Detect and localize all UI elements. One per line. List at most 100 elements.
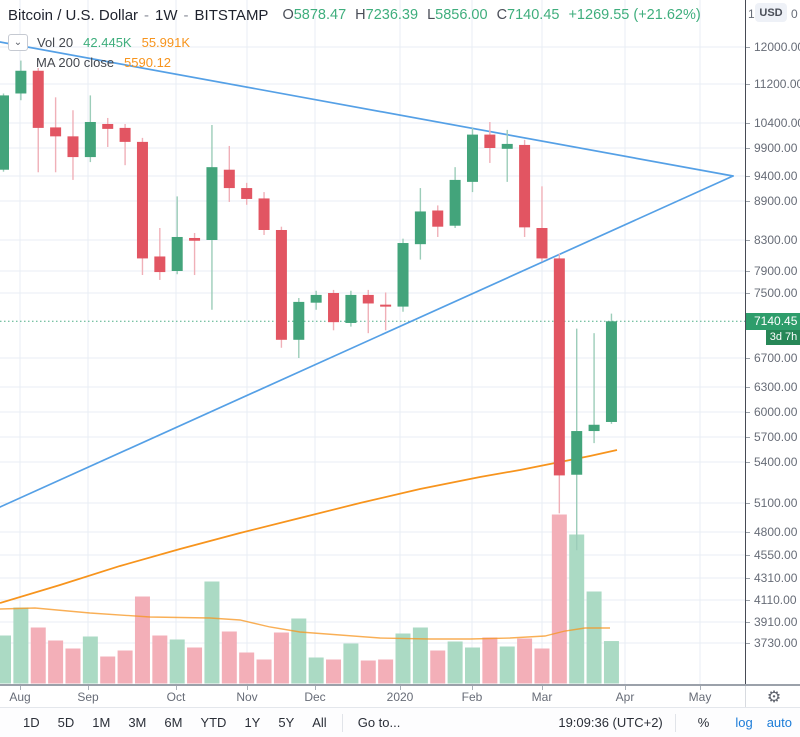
candle-body — [50, 127, 62, 137]
symbol-title[interactable]: Bitcoin / U.S. Dollar — [8, 6, 139, 24]
candle-body — [466, 134, 478, 182]
range-button-1m[interactable]: 1M — [92, 715, 111, 730]
time-tick-mark — [247, 686, 248, 690]
volume-bar — [152, 635, 168, 684]
volume-bar — [239, 652, 255, 684]
volume-ma-line — [0, 607, 610, 640]
clipped-tick-fragment: 0 — [791, 7, 798, 21]
candle-body — [519, 144, 531, 228]
percent-scale-button[interactable]: % — [697, 715, 710, 730]
bar-countdown-badge: 3d 7h — [766, 330, 800, 345]
volume-bar — [0, 635, 11, 684]
volume-bar — [187, 647, 203, 684]
candle-body — [605, 321, 617, 422]
range-button-5y[interactable]: 5Y — [278, 715, 295, 730]
price-chart-canvas[interactable] — [0, 0, 745, 684]
price-axis-top: 1 USD 0 — [746, 3, 800, 23]
candle-body — [588, 424, 600, 432]
ma200-indicator-label: MA 200 close — [36, 54, 115, 70]
volume-bar — [551, 514, 567, 684]
toolbar-divider — [341, 713, 343, 732]
volume-bar — [378, 659, 394, 684]
volume-bar — [343, 643, 359, 684]
bottom-toolbar: 1D 5D 1M 3M 6M YTD 1Y 5Y All Go to... 19:09:36 (… — [0, 707, 800, 737]
symbol-legend-row[interactable]: Bitcoin / U.S. Dollar - 1W - BITSTAMP O5… — [8, 5, 701, 25]
volume-legend-row[interactable]: ⌄ Vol 20 42.445K 55.991K — [8, 34, 701, 51]
log-scale-button[interactable]: log — [735, 715, 753, 730]
candle-body — [223, 169, 235, 189]
time-tick-mark — [20, 686, 21, 690]
candle-body — [501, 143, 513, 149]
auto-scale-button[interactable]: auto — [766, 715, 792, 730]
range-button-ytd[interactable]: YTD — [200, 715, 227, 730]
volume-bar — [482, 637, 498, 684]
toolbar-divider — [674, 713, 676, 732]
candle-body — [380, 304, 392, 307]
volume-bar — [412, 627, 428, 684]
candle-body — [171, 236, 183, 271]
range-button-3m[interactable]: 3M — [128, 715, 147, 730]
exchange-label: BITSTAMP — [194, 6, 269, 24]
candle-body — [345, 294, 357, 323]
volume-bar — [517, 638, 533, 684]
legend-collapse-button[interactable]: ⌄ — [8, 34, 28, 51]
range-button-6m[interactable]: 6M — [164, 715, 183, 730]
currency-toggle-button[interactable]: USD — [755, 3, 787, 22]
interval-label[interactable]: 1W — [155, 6, 178, 24]
time-tick-mark — [542, 686, 543, 690]
descending-triangle-line[interactable] — [0, 41, 734, 177]
time-tick-label: Oct — [166, 690, 186, 704]
volume-bar — [256, 659, 272, 684]
volume-bar — [204, 581, 220, 684]
volume-bar — [221, 631, 237, 684]
candle-body — [136, 141, 148, 259]
time-tick-label: Feb — [461, 690, 483, 704]
candle-body — [84, 121, 96, 158]
range-button-5d[interactable]: 5D — [57, 715, 75, 730]
ohlc-item: C7140.45 — [496, 7, 560, 23]
volume-bar — [100, 656, 116, 684]
volume-bar — [395, 633, 411, 684]
candle-body — [189, 237, 201, 241]
volume-bar — [569, 534, 585, 684]
ohlc-item: +1269.55 (+21.62%) — [568, 7, 701, 23]
clipped-tick-fragment: 1 — [748, 7, 755, 21]
time-tick-mark — [472, 686, 473, 690]
ma200-legend-row[interactable]: MA 200 close 5590.12 — [36, 54, 701, 70]
go-to-date-button[interactable]: Go to... — [357, 715, 401, 730]
volume-bar — [534, 648, 550, 684]
settings-gear-icon[interactable]: ⚙ — [766, 688, 782, 706]
candle-body — [449, 179, 461, 226]
time-tick-label: Dec — [304, 690, 326, 704]
chart-pane[interactable]: Bitcoin / U.S. Dollar - 1W - BITSTAMP O5… — [0, 0, 745, 684]
range-button-all[interactable]: All — [312, 715, 327, 730]
volume-bar — [586, 591, 602, 684]
volume-bar — [447, 641, 463, 684]
volume-bar — [13, 607, 29, 684]
volume-bar — [360, 660, 376, 684]
candle-body — [432, 210, 444, 227]
volume-bar — [464, 647, 480, 684]
ohlc-item: H7236.39 — [355, 7, 419, 23]
volume-bar — [603, 641, 619, 684]
time-axis[interactable]: Aug Sep Oct Nov Dec 2020 Feb Mar Apr May ⚙ — [0, 684, 800, 707]
candle-body — [206, 167, 218, 240]
candle-body — [553, 258, 565, 476]
time-tick-label: Apr — [615, 690, 635, 704]
last-price-badge: 7140.45 — [746, 313, 800, 330]
price-axis[interactable]: 1 USD 0 12000.00 11200.00 10400.00 9900.00 9… — [745, 0, 800, 684]
candle-body — [484, 134, 496, 148]
volume-bar — [65, 648, 81, 684]
range-button-1d[interactable]: 1D — [23, 715, 40, 730]
range-button-1y[interactable]: 1Y — [244, 715, 261, 730]
time-tick-label: Aug — [9, 690, 31, 704]
volume-bar — [430, 650, 446, 684]
ascending-triangle-line[interactable] — [0, 175, 734, 508]
clock-timezone-button[interactable]: 19:09:36 (UTC+2) — [558, 715, 663, 730]
date-range-buttons: 1D 5D 1M 3M 6M YTD 1Y 5Y All — [0, 712, 334, 733]
candle-body — [241, 188, 253, 199]
volume-bar — [326, 659, 342, 684]
candle-body — [32, 70, 44, 128]
candle-body — [362, 294, 374, 304]
